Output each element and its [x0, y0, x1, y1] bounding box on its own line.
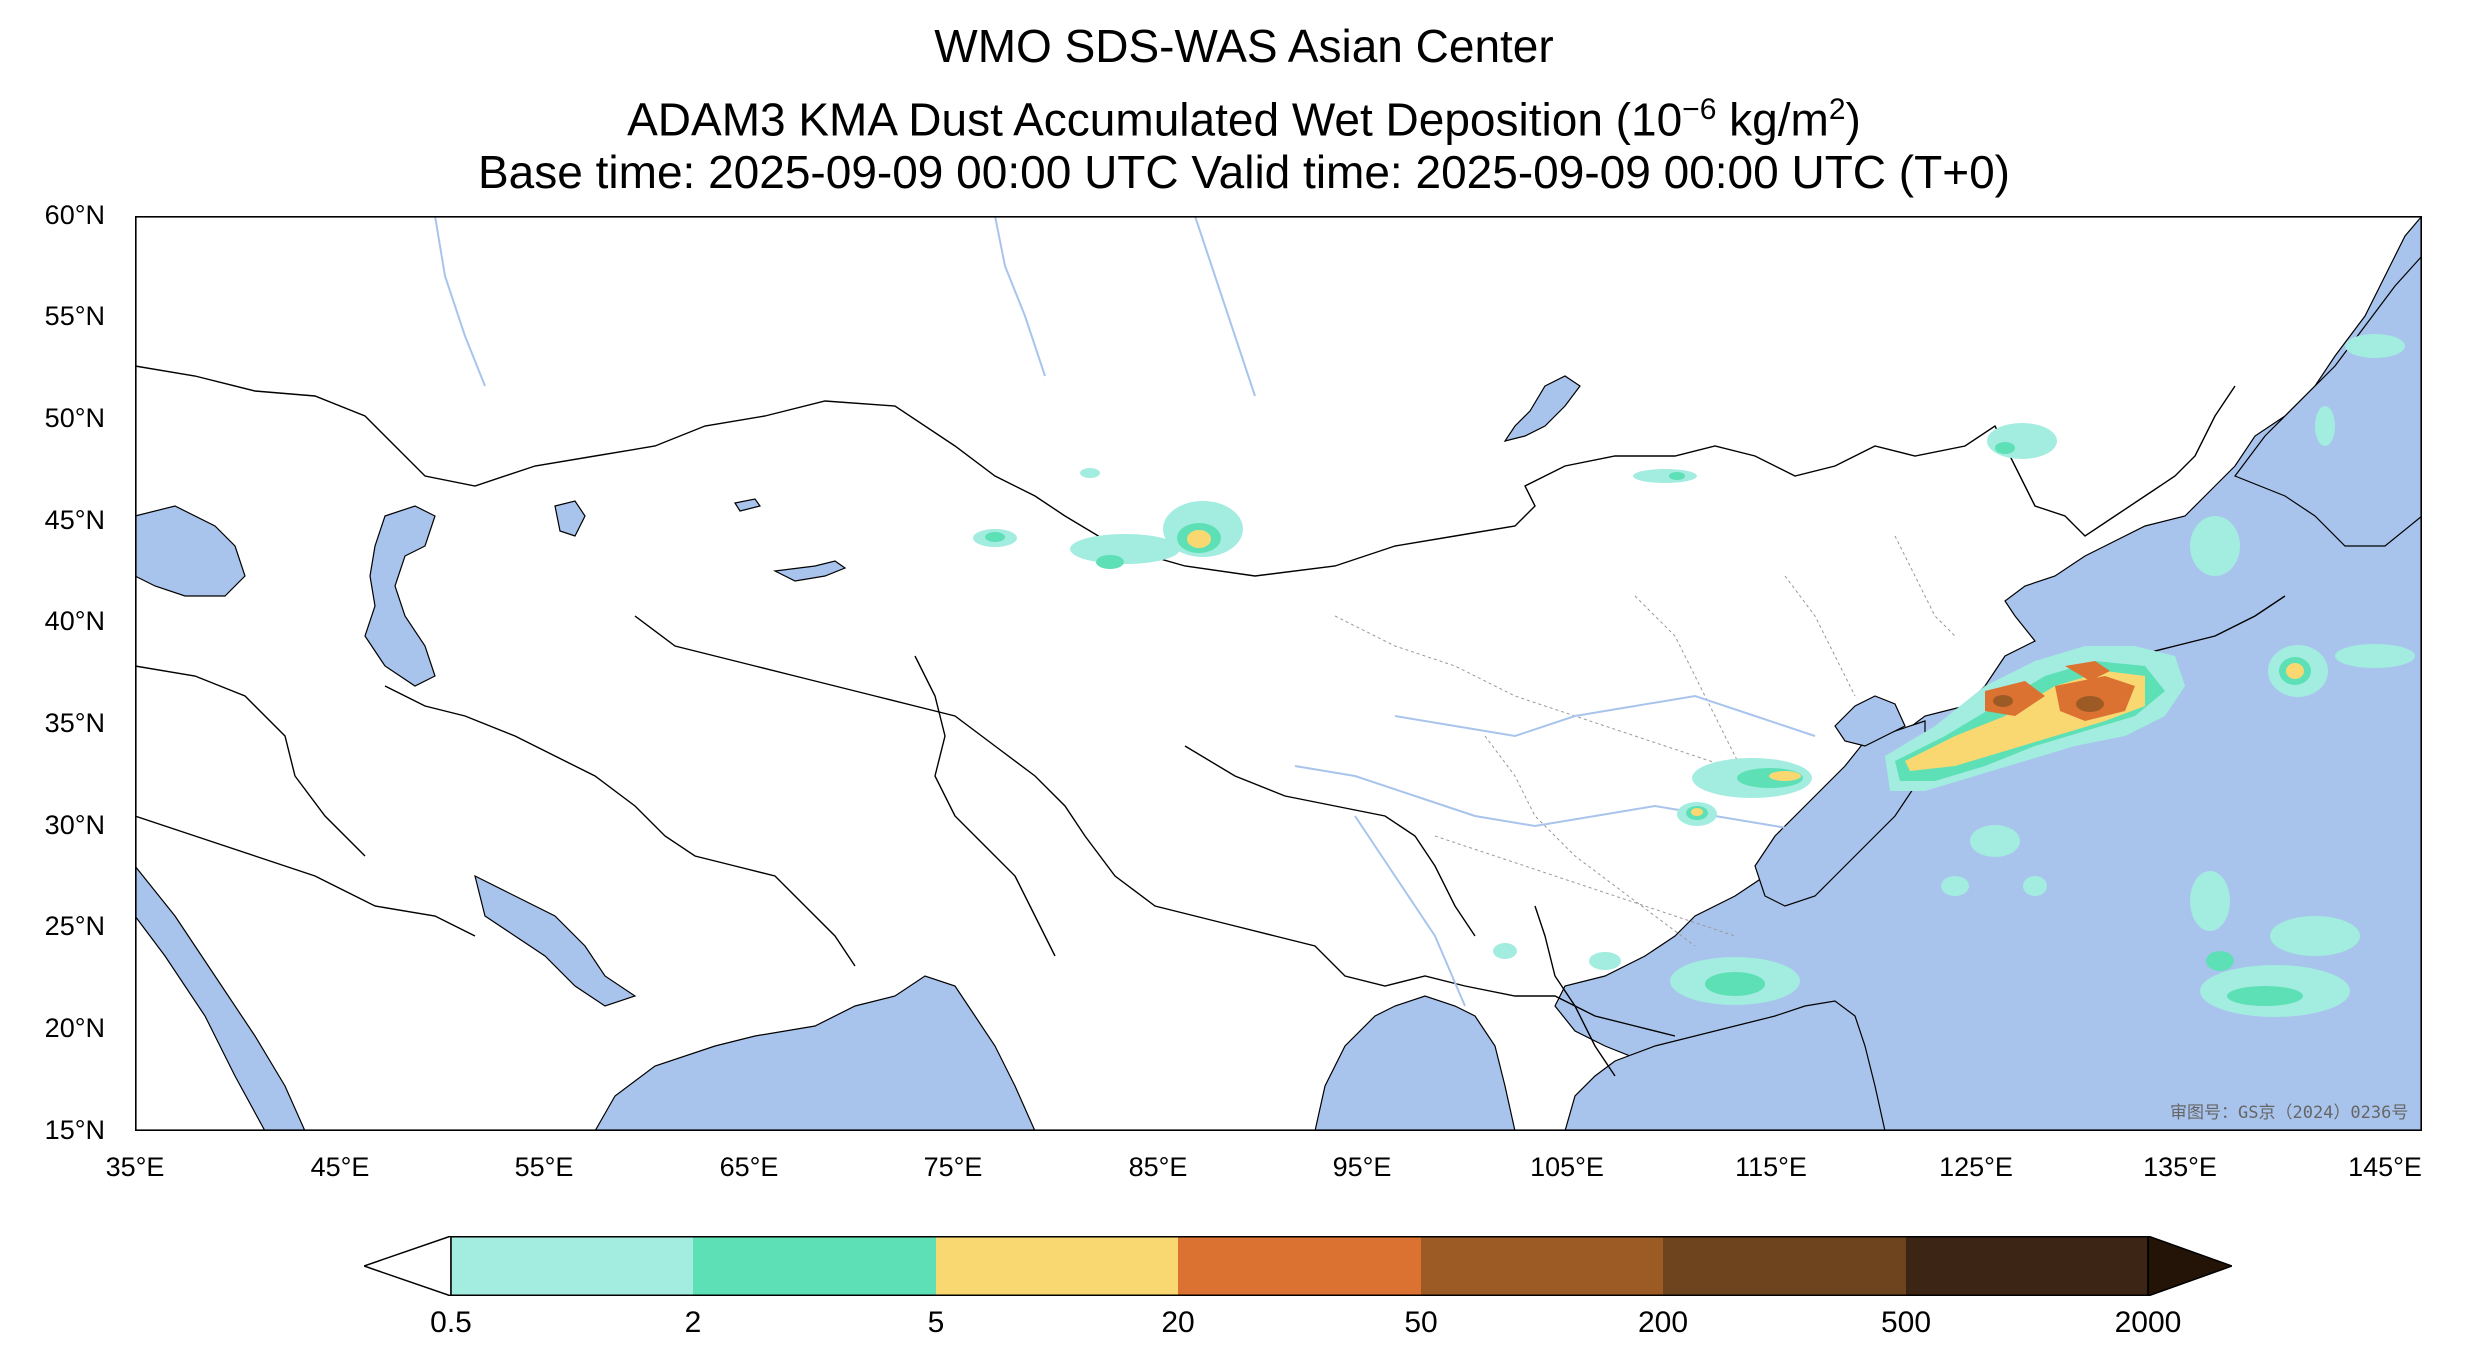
deposition-area: [1769, 771, 1801, 781]
colorbar-segment: [1906, 1236, 2148, 1296]
deposition-area: [2286, 663, 2304, 679]
caspian-sea: [364, 505, 436, 687]
colorbar: [364, 1236, 2232, 1296]
south-china-sea: [1564, 1000, 1886, 1131]
sea-of-okhotsk: [2234, 255, 2422, 547]
deposition-area: [1493, 943, 1517, 959]
y-tick-label: 45°N: [44, 505, 105, 535]
red-sea: [135, 865, 306, 1131]
persian-gulf: [474, 874, 637, 1007]
colorbar-tick-label: 20: [1161, 1306, 1195, 1339]
country-borders: [135, 365, 2286, 1077]
deposition-area: [1941, 876, 1969, 896]
deposition-area: [1080, 468, 1100, 478]
deposition-area: [1633, 469, 1697, 483]
lake-balkhash: [772, 560, 847, 582]
deposition-area: [1669, 472, 1685, 480]
title-exponent: −6: [1682, 93, 1717, 126]
deposition-area: [2190, 516, 2240, 576]
title-unit: kg/m: [1716, 93, 1829, 146]
colorbar-tick-label: 50: [1404, 1306, 1438, 1339]
title-line-2: ADAM3 KMA Dust Accumulated Wet Depositio…: [0, 84, 2488, 145]
bohai-sea: [1834, 695, 1906, 747]
deposition-area: [1589, 952, 1621, 970]
title-main: ADAM3 KMA Dust Accumulated Wet Depositio…: [627, 93, 1683, 146]
y-tick-label: 55°N: [44, 301, 105, 331]
deposition-area: [2315, 406, 2335, 446]
arabian-sea: [594, 975, 1036, 1131]
deposition-area: [2227, 986, 2303, 1006]
colorbar-outline: [450, 1236, 2149, 1296]
deposition-area: [1993, 695, 2013, 707]
deposition-area: [2190, 871, 2230, 931]
deposition-area: [2345, 334, 2405, 358]
deposition-area: [1096, 555, 1124, 569]
black-sea: [135, 505, 246, 597]
title-line-3: Base time: 2025-09-09 00:00 UTC Valid ti…: [478, 146, 2010, 198]
colorbar-extend-high: [2147, 1236, 2232, 1296]
colorbar-segment: [936, 1236, 1178, 1296]
y-tick-label: 20°N: [44, 1013, 105, 1043]
title-line-1: WMO SDS-WAS Asian Center: [934, 20, 1554, 72]
deposition-area: [2023, 876, 2047, 896]
x-tick-label: 125°E: [1939, 1152, 2013, 1182]
bay-of-bengal: [1314, 995, 1516, 1131]
colorbar-tick-label: 2: [684, 1306, 702, 1339]
y-tick-label: 15°N: [44, 1115, 105, 1145]
x-tick-label: 105°E: [1530, 1152, 1604, 1182]
title-close: ): [1845, 93, 1861, 146]
y-tick-label: 35°N: [44, 708, 105, 738]
x-tick-label: 85°E: [1128, 1152, 1188, 1182]
deposition-area: [1187, 530, 1211, 548]
deposition-area: [2270, 916, 2360, 956]
deposition-area: [1070, 534, 1180, 564]
deposition-area: [1985, 681, 2045, 716]
map-panel: [135, 216, 2422, 1131]
x-tick-label: 45°E: [310, 1152, 370, 1182]
deposition-area: [1995, 442, 2015, 454]
deposition-area: [2335, 644, 2415, 668]
colorbar-tick-label: 5: [927, 1306, 945, 1339]
deposition-area: [2065, 661, 2110, 681]
deposition-area: [2206, 951, 2234, 971]
colorbar-tick-label: 500: [1880, 1306, 1932, 1339]
y-tick-label: 25°N: [44, 911, 105, 941]
aral-sea: [554, 500, 586, 537]
y-tick-label: 50°N: [44, 403, 105, 433]
approval-watermark: 审图号：GS京（2024）0236号: [2170, 1103, 2409, 1123]
colorbar-tick-label: 0.5: [430, 1306, 472, 1339]
x-tick-label: 135°E: [2143, 1152, 2217, 1182]
deposition-area: [2076, 696, 2104, 712]
deposition-area: [1705, 972, 1765, 996]
deposition-area: [1970, 825, 2020, 857]
x-tick-label: 35°E: [105, 1152, 165, 1182]
y-tick-label: 40°N: [44, 606, 105, 636]
deposition-area: [1691, 808, 1703, 816]
colorbar-extend-low: [364, 1236, 452, 1296]
x-tick-label: 55°E: [514, 1152, 574, 1182]
deposition-area: [985, 532, 1005, 542]
y-tick-label: 60°N: [44, 200, 105, 230]
map-frame: [135, 216, 2422, 1131]
colorbar-segment: [1178, 1236, 1421, 1296]
x-tick-label: 95°E: [1332, 1152, 1392, 1182]
x-tick-label: 75°E: [923, 1152, 983, 1182]
colorbar-segment: [451, 1236, 693, 1296]
deposition-area: [1987, 423, 2057, 459]
colorbar-tick-label: 2000: [2114, 1306, 2182, 1339]
x-tick-label: 145°E: [2348, 1152, 2422, 1182]
x-tick-label: 115°E: [1735, 1152, 1807, 1182]
colorbar-segment: [1663, 1236, 1906, 1296]
lake-issyk-kul: [734, 498, 762, 512]
y-tick-label: 30°N: [44, 810, 105, 840]
colorbar-segment: [693, 1236, 936, 1296]
title-unit-exponent: 2: [1828, 93, 1846, 126]
rivers: [434, 216, 1836, 1007]
x-tick-label: 65°E: [719, 1152, 779, 1182]
deposition-contours: [973, 334, 2415, 1017]
lake-baikal: [1503, 375, 1581, 442]
colorbar-tick-label: 200: [1637, 1306, 1689, 1339]
colorbar-segment: [1421, 1236, 1663, 1296]
